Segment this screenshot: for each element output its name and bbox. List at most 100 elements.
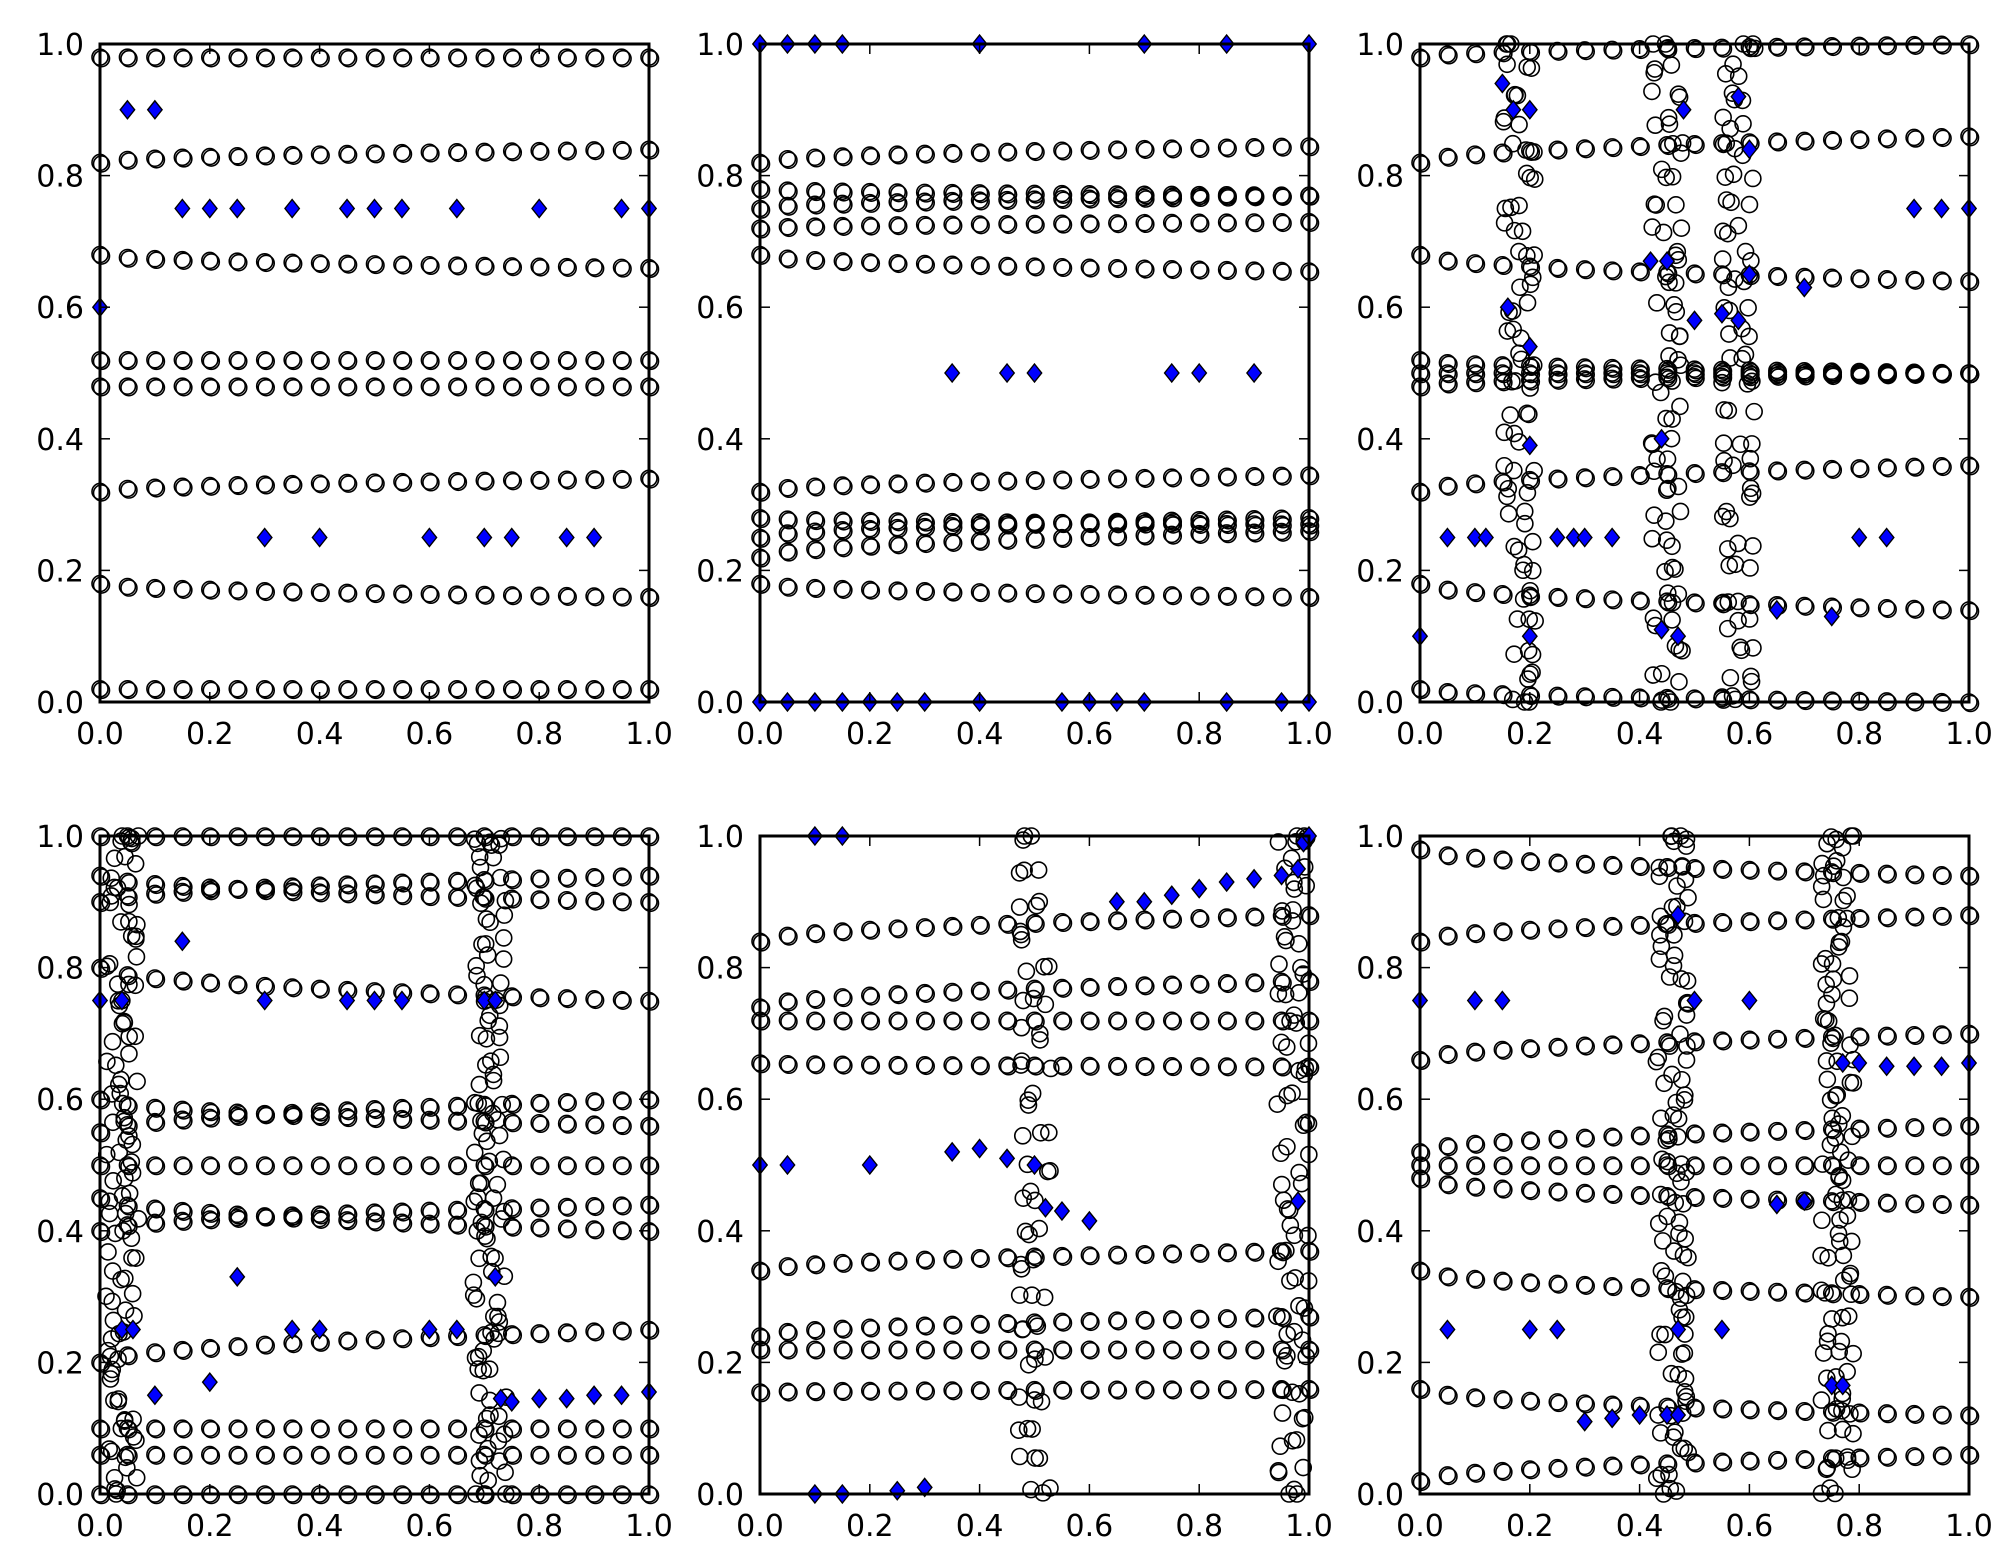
circle-point bbox=[1245, 973, 1263, 991]
circle-point bbox=[1932, 1195, 1951, 1213]
circle-point bbox=[999, 258, 1018, 276]
circle-point bbox=[228, 1103, 247, 1122]
plot-area bbox=[91, 827, 660, 1505]
circle-point bbox=[1054, 980, 1073, 998]
circle-point bbox=[1603, 467, 1621, 485]
circle-point bbox=[585, 1220, 603, 1238]
circle-point bbox=[393, 1202, 411, 1221]
circle-point bbox=[943, 143, 961, 162]
circle-point bbox=[612, 469, 631, 488]
cluster-circle bbox=[1283, 1431, 1302, 1450]
cluster-circle bbox=[1657, 1131, 1676, 1150]
circle-point bbox=[1025, 471, 1044, 489]
circle-point bbox=[585, 1197, 603, 1215]
cluster-circle bbox=[470, 848, 489, 866]
diamond-point bbox=[338, 198, 356, 219]
circle-point bbox=[475, 377, 494, 395]
circle-point bbox=[1054, 1341, 1073, 1360]
circle-point bbox=[614, 1447, 632, 1465]
y-tick-label: 0.0 bbox=[1356, 686, 1404, 721]
circle-point bbox=[585, 1092, 603, 1110]
circle-point bbox=[1164, 469, 1183, 488]
circle-point bbox=[1164, 1245, 1183, 1264]
cluster-circle bbox=[493, 1095, 512, 1114]
diamond-point bbox=[229, 1266, 246, 1287]
circle-point bbox=[1630, 1278, 1649, 1296]
circle-point bbox=[365, 1212, 384, 1230]
circle-point bbox=[1493, 584, 1512, 603]
circle-point bbox=[1687, 1281, 1705, 1300]
cluster-circle bbox=[1822, 1034, 1840, 1053]
circle-point bbox=[1522, 922, 1541, 940]
circle-point bbox=[1548, 1458, 1567, 1477]
circle-point bbox=[972, 1341, 990, 1360]
circle-point bbox=[1522, 853, 1541, 872]
circle-point bbox=[1932, 1117, 1951, 1135]
diamond-point bbox=[1730, 86, 1747, 107]
circle-point bbox=[943, 982, 961, 1001]
circle-point bbox=[284, 1107, 303, 1126]
cluster-circle bbox=[113, 1094, 132, 1113]
cluster-circle bbox=[1827, 1400, 1846, 1418]
circle-point bbox=[1740, 1122, 1759, 1141]
circle-point bbox=[1934, 1157, 1952, 1176]
cluster-circle bbox=[1677, 1392, 1695, 1411]
diamond-point bbox=[487, 1266, 504, 1287]
cluster-circle bbox=[1649, 1343, 1668, 1362]
circle-point bbox=[338, 144, 356, 163]
circle-point bbox=[807, 925, 826, 944]
circle-point bbox=[530, 586, 549, 605]
circle-point bbox=[339, 876, 358, 895]
circle-point bbox=[862, 195, 881, 213]
circle-point bbox=[175, 1447, 193, 1465]
cluster-circle bbox=[1669, 585, 1688, 603]
circle-point bbox=[862, 217, 881, 236]
circle-point bbox=[1906, 866, 1925, 885]
circle-point bbox=[502, 257, 521, 275]
circle-point bbox=[393, 1329, 411, 1347]
cluster-circle bbox=[465, 1143, 484, 1162]
circle-point bbox=[1219, 214, 1237, 233]
circle-point bbox=[1604, 857, 1623, 876]
cluster-circle bbox=[1657, 512, 1675, 530]
circle-point bbox=[1190, 524, 1208, 543]
circle-point bbox=[118, 1346, 137, 1364]
cluster-circle bbox=[1666, 274, 1685, 292]
cluster-circle bbox=[1512, 350, 1531, 369]
circle-point bbox=[1080, 1311, 1099, 1330]
cluster-circle bbox=[103, 1292, 122, 1311]
circle-point bbox=[422, 1112, 440, 1130]
y-tick-label: 0.4 bbox=[1356, 423, 1404, 458]
cluster-circle bbox=[1713, 507, 1732, 526]
circle-point bbox=[146, 969, 164, 987]
circle-point bbox=[614, 992, 632, 1010]
circle-point bbox=[1575, 468, 1594, 486]
panel-bottom-left: 0.00.00.20.20.40.40.60.60.80.81.01.0 bbox=[36, 820, 673, 1544]
diamond-point bbox=[1642, 251, 1659, 272]
circle-point bbox=[835, 513, 853, 531]
circle-point bbox=[1493, 850, 1512, 869]
circle-point bbox=[1135, 1340, 1154, 1359]
diamond-point bbox=[1713, 1319, 1731, 1340]
circle-point bbox=[1467, 1044, 1486, 1062]
circle-point bbox=[806, 989, 824, 1008]
circle-point bbox=[531, 143, 550, 161]
circle-point bbox=[1246, 588, 1265, 607]
circle-point bbox=[1549, 1394, 1568, 1413]
cluster-circle bbox=[1841, 1073, 1860, 1092]
circle-point bbox=[1137, 587, 1155, 605]
diamond-point bbox=[146, 99, 163, 120]
cluster-circle bbox=[1812, 1281, 1831, 1300]
circle-point bbox=[998, 980, 1016, 999]
cluster-circle bbox=[1655, 1007, 1674, 1026]
cluster-circle bbox=[1656, 562, 1674, 581]
cluster-circle bbox=[1733, 349, 1752, 368]
cluster-circle bbox=[1505, 537, 1524, 556]
circle-point bbox=[1082, 1247, 1100, 1266]
circle-point bbox=[146, 149, 164, 168]
circle-point bbox=[1190, 138, 1208, 157]
cluster-circle bbox=[1035, 1288, 1054, 1307]
circle-point bbox=[530, 1419, 549, 1437]
circle-point bbox=[835, 1383, 853, 1402]
cluster-circle bbox=[1664, 1428, 1683, 1446]
